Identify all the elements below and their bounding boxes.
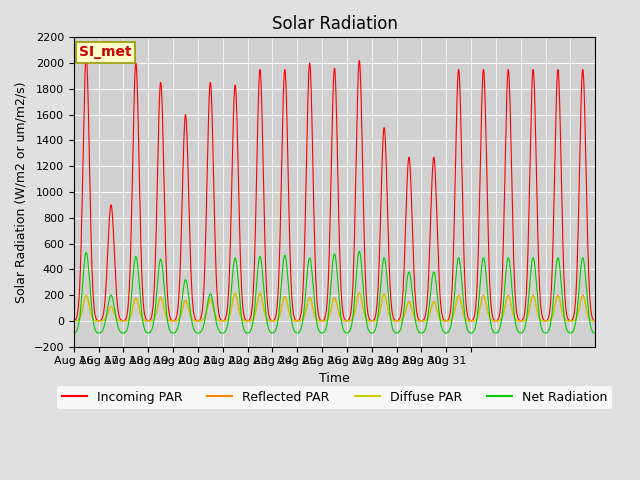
Legend: Incoming PAR, Reflected PAR, Diffuse PAR, Net Radiation: Incoming PAR, Reflected PAR, Diffuse PAR…	[57, 385, 612, 408]
Text: SI_met: SI_met	[79, 45, 132, 59]
Title: Solar Radiation: Solar Radiation	[271, 15, 397, 33]
X-axis label: Time: Time	[319, 372, 350, 385]
Y-axis label: Solar Radiation (W/m2 or um/m2/s): Solar Radiation (W/m2 or um/m2/s)	[15, 81, 28, 303]
